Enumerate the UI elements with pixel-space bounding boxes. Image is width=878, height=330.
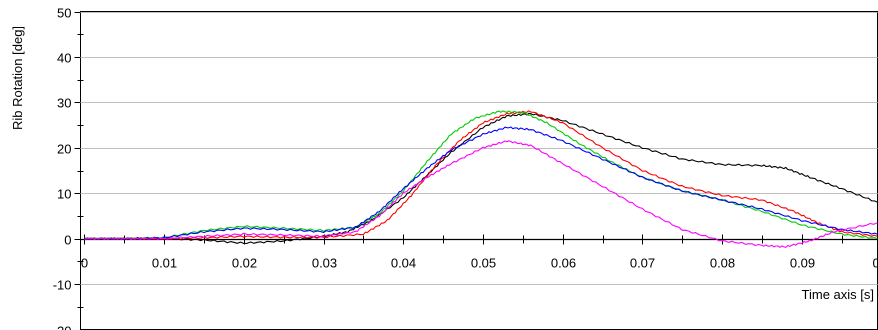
y-tick-label: 30 <box>57 96 71 111</box>
series-line-2 <box>84 110 878 241</box>
plot-frame <box>80 11 878 330</box>
grid-lines <box>80 12 878 285</box>
y-axis-title: Rib Rotation [deg] <box>10 26 25 130</box>
x-axis-title: Time axis [s] <box>802 287 874 302</box>
x-tick-label: 0.06 <box>551 256 576 271</box>
series-line-3 <box>84 110 878 240</box>
y-tick-label: -20 <box>53 324 72 330</box>
y-axis: 50 40 30 20 10 0 -10 -20 <box>53 6 84 330</box>
x-tick-label: 0.05 <box>471 256 496 271</box>
y-tick-label: 50 <box>57 6 71 21</box>
series-line-1 <box>84 112 878 245</box>
x-tick-label: 0.07 <box>630 256 655 271</box>
x-tick-label: 0.03 <box>312 256 337 271</box>
y-tick-label: 20 <box>57 142 71 157</box>
x-tick-label: 0.09 <box>790 256 815 271</box>
series-lines <box>84 110 878 248</box>
x-tick-label: 0 <box>81 256 88 271</box>
series-line-4 <box>84 126 878 241</box>
series-line-5 <box>84 140 878 248</box>
y-tick-label: 10 <box>57 187 71 202</box>
x-tick-label: 0.02 <box>232 256 257 271</box>
y-tick-label: -10 <box>53 278 72 293</box>
y-tick-label: 0 <box>64 233 71 248</box>
x-tick-label: 0.01 <box>152 256 177 271</box>
y-tick-label: 40 <box>57 51 71 66</box>
x-tick-label: 0.1 <box>872 256 878 271</box>
x-tick-label: 0.08 <box>710 256 735 271</box>
x-tick-label: 0.04 <box>391 256 416 271</box>
